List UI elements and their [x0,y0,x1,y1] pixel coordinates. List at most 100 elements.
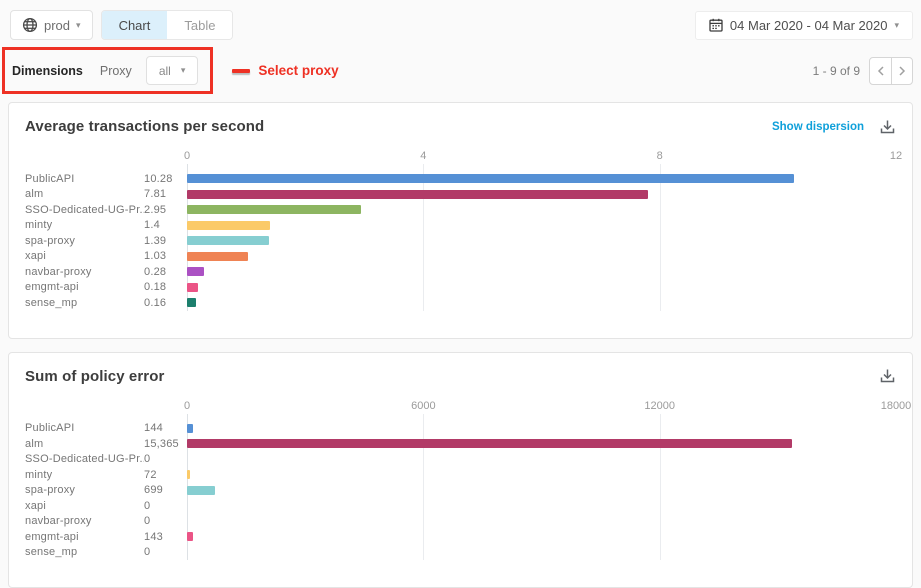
pagination: 1 - 9 of 9 [813,57,913,85]
category-label: alm [25,188,144,200]
caret-down-icon: ▾ [76,21,81,30]
annotation-highlight-box: Dimensions Proxy all ▾ [2,47,213,94]
bar-track [187,267,896,276]
proxy-select[interactable]: all ▾ [146,56,199,85]
bar [187,532,193,541]
category-label: minty [25,469,144,481]
next-page-button[interactable] [891,58,912,84]
bar-track [187,174,896,183]
value-label: 2.95 [144,204,187,216]
date-range-picker[interactable]: 04 Mar 2020 - 04 Mar 2020 ▾ [695,11,913,40]
bar-track [187,532,896,541]
bar [187,283,198,292]
annotation-text: Select proxy [258,63,338,78]
bar [187,205,361,214]
value-label: 10.28 [144,173,187,185]
bar-track [187,439,896,448]
download-icon[interactable] [879,368,896,384]
chart-title: Sum of policy error [25,368,164,385]
card-header: Average transactions per second Show dis… [25,118,896,135]
axis-tick-label: 0 [184,150,190,162]
value-label: 699 [144,484,187,496]
value-label: 0 [144,453,187,465]
category-label: sense_mp [25,546,144,558]
value-label: 0.28 [144,266,187,278]
caret-down-icon: ▾ [181,66,186,75]
card-actions [879,368,896,384]
calendar-icon [709,18,723,32]
category-label: sense_mp [25,297,144,309]
value-label: 0 [144,515,187,527]
value-label: 1.4 [144,219,187,231]
card-actions: Show dispersion [772,119,896,135]
axis-tick-label: 4 [420,150,426,162]
bar [187,470,190,479]
axis-tick-label: 12000 [644,400,675,412]
bar-track [187,517,896,526]
select-proxy-annotation: Select proxy [232,63,338,78]
value-label: 72 [144,469,187,481]
bar-track [187,501,896,510]
bar-track [187,221,896,230]
environment-selector[interactable]: prod ▾ [10,10,93,40]
tab-chart[interactable]: Chart [102,11,168,39]
bar-track [187,205,896,214]
bar [187,424,193,433]
globe-icon [22,17,38,33]
bar [187,439,792,448]
previous-page-button[interactable] [870,58,891,84]
value-label: 1.39 [144,235,187,247]
chart-title: Average transactions per second [25,118,264,135]
dimension-name-label: Proxy [100,64,132,78]
value-label: 0.16 [144,297,187,309]
bar-track [187,298,896,307]
bar-track [187,470,896,479]
dimensions-label: Dimensions [12,64,83,78]
category-label: navbar-proxy [25,515,144,527]
chart-row: SSO-Dedicated-UG-Pr...2.95 [25,202,896,218]
show-dispersion-link[interactable]: Show dispersion [772,121,864,133]
pagination-buttons [869,57,913,85]
chart-card-avg-tps: Average transactions per second Show dis… [8,102,913,339]
value-label: 7.81 [144,188,187,200]
category-label: alm [25,438,144,450]
bar [187,174,794,183]
axis-tick-label: 6000 [411,400,435,412]
card-header: Sum of policy error [25,368,896,385]
bar [187,298,196,307]
category-label: xapi [25,250,144,262]
category-label: spa-proxy [25,235,144,247]
download-icon[interactable] [879,119,896,135]
category-label: PublicAPI [25,422,144,434]
category-label: emgmt-api [25,531,144,543]
value-label: 143 [144,531,187,543]
value-label: 0 [144,546,187,558]
chart-card-policy-error: Sum of policy error 0 6000 12000 18000 Publ… [8,352,913,588]
top-bar: prod ▾ Chart Table 04 M [10,10,913,40]
bar-track [187,455,896,464]
category-label: navbar-proxy [25,266,144,278]
proxy-select-value: all [159,64,171,78]
bar [187,267,204,276]
axis-tick-label: 0 [184,400,190,412]
axis-tick-label: 18000 [881,400,912,412]
tab-table[interactable]: Table [167,11,232,39]
category-label: PublicAPI [25,173,144,185]
bar-track [187,548,896,557]
bar [187,486,215,495]
